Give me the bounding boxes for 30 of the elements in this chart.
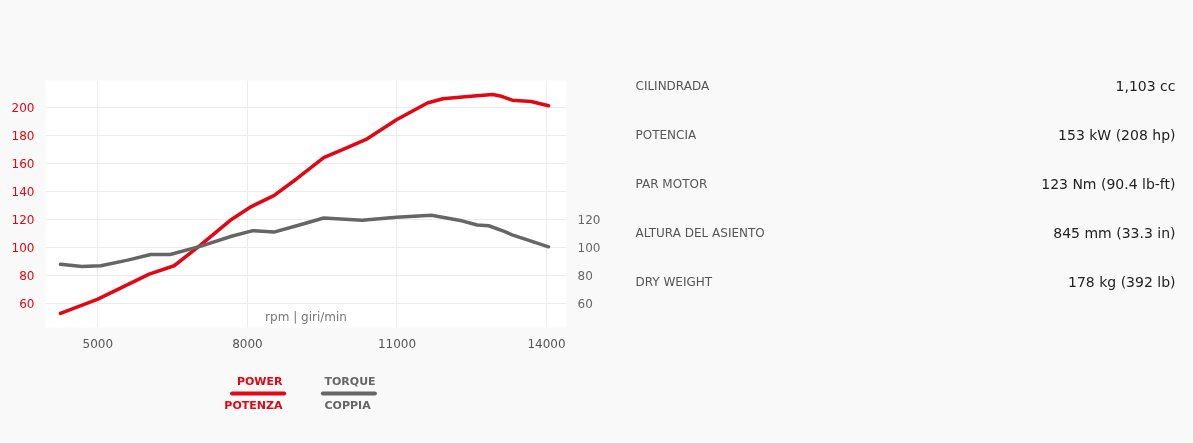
text: 1,103 cc [1115, 77, 1176, 94]
text: ALTURA DEL ASIENTO [635, 225, 765, 240]
y2-tick-label: 100 [577, 241, 601, 256]
y2-tick-label: 60 [577, 297, 593, 312]
y-tick-label: 80 [19, 269, 35, 284]
line-series [58, 213, 551, 269]
y-tick-label: 180 [11, 128, 35, 143]
x-tick-label: 8000 [232, 336, 263, 351]
x-tick-label: 5000 [82, 336, 114, 351]
y-tick-label: 60 [19, 297, 35, 312]
text: 178 kg (392 lb) [1068, 273, 1176, 290]
y2-tick-label: 80 [577, 269, 593, 284]
y-tick-label: 120 [11, 212, 35, 227]
text: 845 mm (33.3 in) [1053, 224, 1176, 241]
text: 153 kW (208 hp) [1058, 126, 1176, 143]
y2-tick-label: 120 [577, 212, 601, 227]
text: DRY WEIGHT [635, 274, 713, 289]
x-axis-title: rpm | giri/min [265, 309, 347, 324]
text: CILINDRADA [635, 78, 710, 93]
text: POTENCIA [635, 127, 697, 142]
text: TORQUE COPPIA [324, 375, 376, 412]
x-tick-label: 14000 [527, 336, 566, 351]
text: PAR MOTOR [635, 176, 708, 191]
x-tick-label: 11000 [377, 336, 417, 351]
text: 123 Nm (90.4 lb-ft) [1041, 175, 1176, 192]
y-tick-label: 200 [11, 100, 35, 115]
y-tick-label: 100 [11, 241, 35, 256]
y-tick-label: 140 [11, 184, 35, 199]
text: POWER POTENZA [224, 375, 283, 412]
y-tick-label: 160 [11, 156, 35, 171]
